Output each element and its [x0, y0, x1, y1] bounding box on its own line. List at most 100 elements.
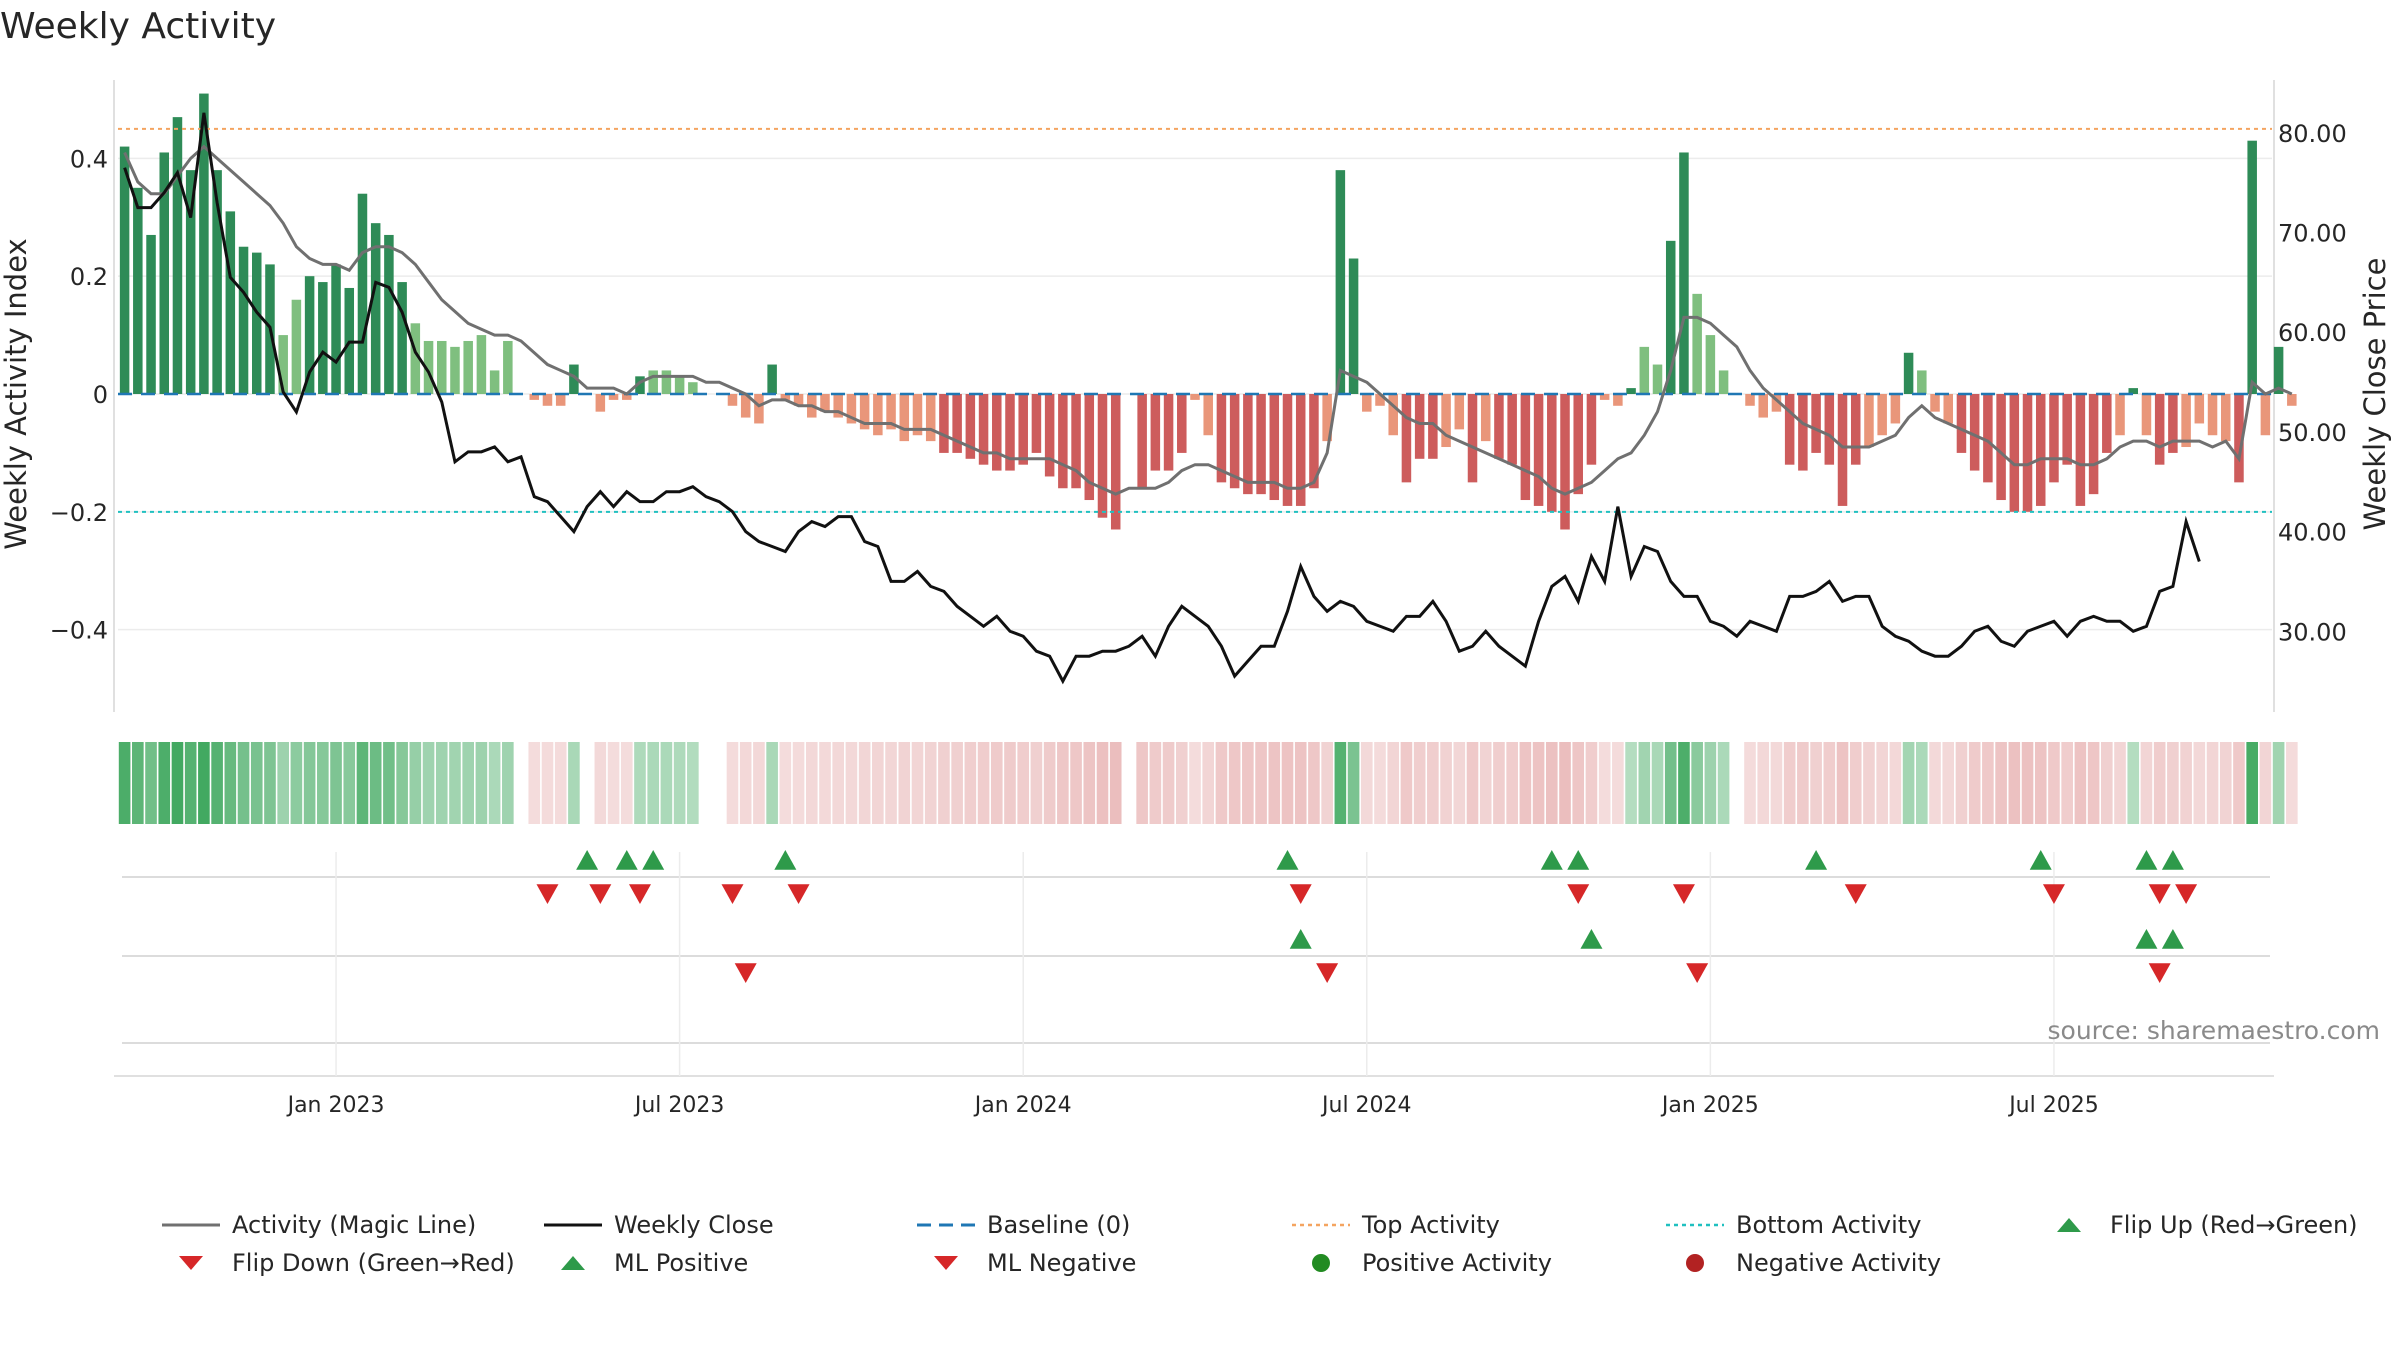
activity-bar	[1626, 388, 1636, 394]
legend-item-weekly-close: Weekly Close	[542, 1208, 774, 1242]
activity-strip-cell	[2021, 742, 2034, 824]
flip-up-marker	[576, 850, 599, 870]
activity-strip-cell	[1955, 742, 1968, 824]
legend-label: Negative Activity	[1736, 1249, 1942, 1277]
activity-strip-cell	[1678, 742, 1690, 824]
activity-strip-cell	[634, 742, 646, 824]
activity-strip-cell	[1519, 742, 1532, 824]
activity-strip-cell	[911, 742, 924, 824]
activity-strip-cell	[1942, 742, 1955, 824]
activity-bar	[1930, 394, 1940, 412]
ml-negative-marker	[734, 963, 757, 983]
activity-bar	[370, 223, 381, 394]
activity-bar	[1771, 394, 1782, 412]
activity-bar	[133, 187, 143, 394]
activity-strip-cell	[1294, 742, 1307, 824]
activity-strip-cell	[1043, 742, 1056, 824]
activity-bar	[2207, 394, 2218, 436]
activity-bar	[212, 170, 222, 394]
activity-bar	[595, 394, 606, 412]
flip-down-marker	[628, 884, 651, 904]
activity-bar	[1956, 394, 1967, 453]
activity-bar	[1784, 394, 1795, 465]
activity-bar	[146, 234, 156, 394]
activity-bar	[2168, 394, 2178, 453]
activity-bar	[119, 146, 130, 394]
activity-bar	[873, 394, 883, 436]
activity-strip-cell	[673, 742, 686, 824]
activity-bar	[2088, 394, 2099, 495]
x-tick-label: Jul 2024	[1320, 1093, 1412, 1118]
legend-label: ML Positive	[614, 1249, 749, 1277]
activity-bar	[1652, 364, 1663, 394]
activity-bar	[489, 370, 500, 394]
activity-bar	[1613, 394, 1623, 406]
activity-strip-cell	[1189, 742, 1201, 824]
activity-bar	[318, 282, 328, 394]
activity-strip-cell	[1982, 742, 1994, 824]
activity-bar	[793, 394, 804, 406]
activity-strip-cell	[184, 742, 197, 824]
activity-bar	[1071, 394, 1081, 489]
activity-strip-cell	[277, 742, 289, 824]
activity-bar	[529, 394, 540, 400]
activity-bar	[2247, 140, 2257, 394]
activity-bar	[2115, 394, 2125, 436]
activity-strip-cell	[2074, 742, 2087, 824]
ml-positive-marker	[1289, 929, 1312, 949]
activity-bar	[1824, 394, 1835, 465]
activity-strip-cell	[1030, 742, 1043, 824]
activity-bar	[1547, 394, 1557, 512]
activity-bar	[251, 252, 262, 394]
activity-bar	[1533, 394, 1544, 506]
activity-bar	[1969, 394, 1980, 471]
legend-item-top-activity: Top Activity	[1290, 1208, 1500, 1242]
activity-strip-cell	[2008, 742, 2021, 824]
activity-bar	[1322, 394, 1332, 442]
activity-strip-cell	[145, 742, 157, 824]
activity-bar	[357, 193, 368, 394]
y-tick-label: 0	[93, 381, 108, 409]
flip-up-marker	[642, 850, 665, 870]
activity-strip-cell	[171, 742, 184, 824]
activity-bar	[740, 394, 751, 418]
activity-strip-cell	[118, 742, 131, 824]
chart-title: Weekly Activity	[0, 6, 277, 47]
activity-bar	[410, 323, 421, 394]
activity-strip-cell	[2259, 742, 2272, 824]
activity-strip-cell	[1149, 742, 1162, 824]
activity-bar	[1163, 394, 1174, 471]
legend-label: Positive Activity	[1362, 1249, 1552, 1277]
activity-bar	[2102, 394, 2112, 453]
activity-bar	[2260, 394, 2271, 436]
activity-strip-cell	[2153, 742, 2166, 824]
weekly-close-swatch-icon	[544, 1223, 602, 1227]
legend-label: ML Negative	[987, 1249, 1137, 1277]
legend: Activity (Magic Line) Weekly Close Basel…	[160, 1208, 2390, 1284]
activity-strip-cell	[805, 742, 818, 824]
activity-strip-cell	[132, 742, 144, 824]
activity-strip-cell	[2101, 742, 2113, 824]
activity-strip-cell	[792, 742, 805, 824]
flip-down-marker	[2042, 884, 2065, 904]
activity-bar	[1917, 370, 1927, 394]
activity-strip-cell	[475, 742, 488, 824]
x-tick-label: Jan 2023	[286, 1093, 385, 1118]
activity-bar	[992, 394, 1002, 471]
activity-strip-cell	[2087, 742, 2100, 824]
activity-strip-cell	[1413, 742, 1426, 824]
legend-item-negative-activity: Negative Activity	[1664, 1246, 1941, 1280]
activity-strip-cell	[356, 742, 369, 824]
activity-strip-cell	[1057, 742, 1069, 824]
activity-strip-cell	[1598, 742, 1611, 824]
activity-strip-cell	[1995, 742, 2007, 824]
activity-bar	[384, 234, 394, 394]
activity-bar	[1150, 394, 1161, 471]
activity-strip-cell	[1863, 742, 1875, 824]
activity-strip-cell	[1083, 742, 1096, 824]
activity-strip-cell	[647, 742, 660, 824]
activity-strip-cell	[449, 742, 461, 824]
activity-strip-cell	[554, 742, 567, 824]
y-right-tick-label: 60.00	[2278, 319, 2347, 347]
